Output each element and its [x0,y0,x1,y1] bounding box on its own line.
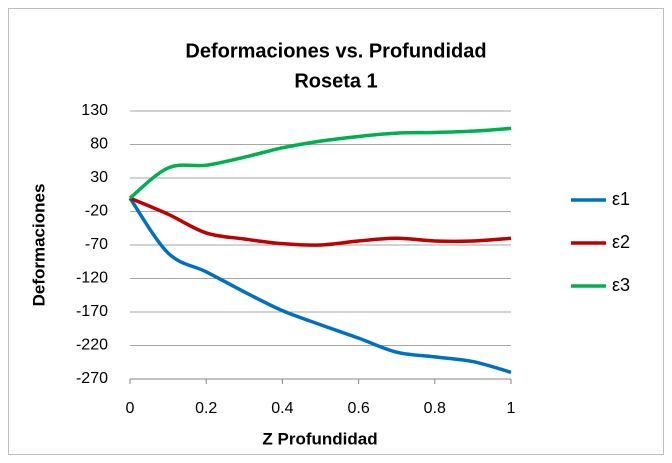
chart-title: Deformaciones vs. Profundidad [185,40,486,62]
series-line [128,126,512,200]
chart-subtitle: Roseta 1 [294,70,377,92]
y-tick-label: 80 [90,136,108,153]
x-tick-label: 0.2 [195,400,217,417]
y-tick-label: -120 [76,270,108,287]
x-tick-label: 0.8 [424,400,446,417]
series-line [129,196,512,247]
y-tick-label: 30 [90,169,108,186]
series-line [128,197,512,374]
x-tick-label: 1 [507,400,516,417]
chart-border [8,8,664,455]
y-tick-label: 130 [81,102,108,119]
x-tick-label: 0 [126,400,135,417]
y-axis-label: Deformaciones [29,184,48,307]
y-tick-label: -20 [85,203,108,220]
legend-label: ε3 [612,275,630,295]
x-tick-label: 0.6 [347,400,369,417]
y-tick-label: -70 [85,236,108,253]
x-axis-label: Z Profundidad [262,429,377,448]
legend-label: ε1 [612,189,630,209]
y-tick-label: -270 [76,370,108,387]
y-tick-label: -170 [76,303,108,320]
x-tick-label: 0.4 [271,400,293,417]
y-tick-label: -220 [76,337,108,354]
legend-label: ε2 [612,232,630,252]
